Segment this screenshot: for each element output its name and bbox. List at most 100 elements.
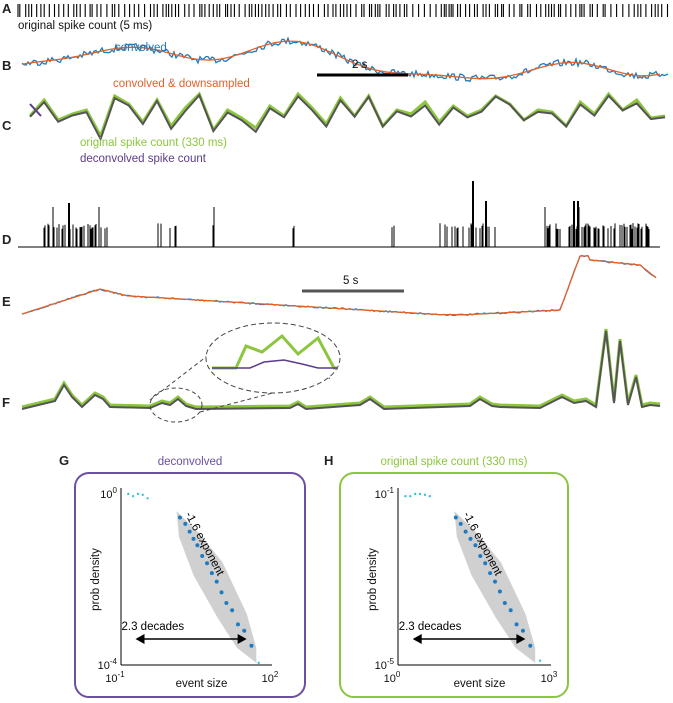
zoom-inset-ellipse [205, 322, 341, 394]
x-axis-label: event size [176, 678, 228, 690]
scalebar-2s-label: 2 s [352, 59, 368, 71]
decades-annotation: 2.3 decades [399, 621, 462, 633]
data-point [205, 561, 210, 566]
data-point-faint [418, 492, 422, 496]
data-point [520, 628, 525, 633]
label-original-5ms: original spike count (5 ms) [18, 20, 152, 32]
data-point [502, 601, 507, 606]
data-point-faint [146, 497, 149, 500]
data-point-faint [423, 493, 427, 497]
chart-title: original spike count (330 ms) [380, 456, 527, 468]
zoom-connector-left [149, 349, 216, 401]
data-point [514, 622, 519, 627]
y-tick-bottom: 10-4 [98, 657, 118, 672]
chart-title: deconvolved [158, 456, 223, 468]
original-330ms-trace [28, 91, 666, 140]
convolved-trace [21, 36, 669, 83]
data-point [209, 571, 214, 576]
inset-deconvolved-trace [212, 359, 338, 369]
y-axis-label: prob density [90, 548, 102, 611]
data-point [453, 515, 458, 520]
decades-arrow-left-head [135, 634, 145, 644]
panel-letter-e: E [2, 294, 11, 309]
zoom-inset-traces [212, 333, 338, 370]
decades-arrow-right-head [516, 634, 526, 644]
data-point [458, 521, 463, 526]
data-point [219, 590, 224, 595]
data-point [468, 536, 473, 541]
y-tick-bottom-exponent: -5 [387, 657, 395, 666]
label-deconvolved: deconvolved spike count [80, 153, 207, 165]
data-point [214, 579, 219, 584]
data-point [528, 643, 533, 648]
panel-letter-d: D [2, 232, 11, 247]
x-tick-left-exponent: -1 [118, 670, 126, 679]
y-tick-top-exponent: 0 [113, 486, 118, 495]
data-point [191, 536, 196, 541]
data-point-faint [538, 659, 542, 662]
data-point [230, 608, 235, 613]
x-tick-right-exponent: 3 [553, 670, 558, 679]
zoom-connector-right [199, 377, 331, 413]
data-point [508, 608, 513, 613]
data-point [187, 529, 192, 534]
data-point-faint [127, 492, 130, 496]
panel-letter-f: F [2, 395, 10, 410]
deconvolved-trace [21, 330, 661, 411]
scalebar-5s-label: 5 s [343, 275, 359, 287]
data-point-faint [404, 494, 407, 498]
data-point [200, 553, 205, 558]
x-axis-label: event size [454, 678, 506, 690]
zoom-source-ellipse [149, 387, 203, 423]
downsampled-trace [21, 255, 657, 316]
data-point-faint [136, 492, 140, 496]
y-tick-top: 10-1 [375, 486, 395, 501]
deconvolved-trace [29, 93, 666, 142]
x-tick-right: 103 [541, 670, 558, 685]
y-axis-label: prob density [367, 548, 379, 611]
data-point-faint [131, 494, 135, 498]
x-tick-left: 10-1 [105, 670, 125, 685]
data-point-faint [413, 492, 417, 496]
data-point [488, 571, 493, 576]
spike-raster-d [18, 181, 660, 248]
panel-letter: G [59, 453, 69, 468]
convolved-traces-e [21, 254, 657, 317]
data-point [224, 601, 229, 606]
x-tick-right: 102 [262, 670, 279, 685]
convolved-traces [21, 36, 669, 83]
data-point [235, 622, 240, 627]
label-convolved: convolved [115, 42, 167, 54]
decades-arrow-right-head [237, 634, 247, 644]
decades-annotation: 2.3 decades [122, 621, 185, 633]
panel-letter: H [324, 453, 333, 468]
data-point [497, 589, 502, 594]
data-point [493, 579, 498, 584]
data-point-faint [428, 494, 432, 498]
y-tick-bottom: 10-5 [375, 657, 395, 672]
data-point-faint [409, 494, 412, 498]
label-downsampled: convolved & downsampled [113, 78, 250, 90]
spike-raster-a [17, 4, 669, 17]
panel-letter-a: A [2, 1, 12, 16]
y-tick-top-exponent: -1 [387, 486, 395, 495]
data-point [463, 529, 468, 534]
x-tick-left: 100 [384, 670, 401, 685]
label-original-330ms: original spike count (330 ms) [80, 137, 227, 149]
spike-count-traces-f [21, 328, 661, 411]
original-330ms-trace [21, 328, 661, 409]
data-point [473, 543, 478, 548]
spike-count-traces [28, 91, 666, 142]
data-point [249, 643, 254, 648]
panel-letter-b: B [2, 58, 11, 73]
x-tick-right-exponent: 2 [274, 670, 279, 679]
y-tick-bottom-exponent: -4 [110, 657, 118, 666]
chart-frame [339, 472, 569, 698]
inset-original-trace [212, 333, 338, 370]
y-tick-top: 100 [100, 486, 117, 501]
x-tick-left-exponent: 0 [396, 670, 401, 679]
downsampled-trace [21, 40, 661, 80]
